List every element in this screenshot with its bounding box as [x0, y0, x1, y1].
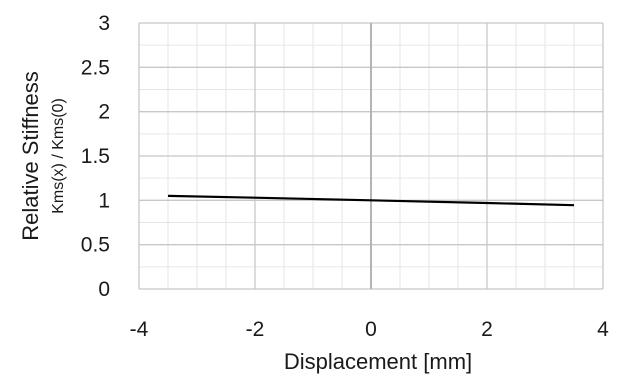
series-line-0 [167, 194, 575, 207]
y-axis-title: Relative Stiffness [18, 71, 43, 241]
x-tick-label: 0 [365, 318, 377, 341]
x-tick-label: -2 [246, 318, 265, 341]
y-tick-labels: 0 0.5 1 1.5 2 2.5 3 [81, 12, 110, 301]
series-layer [167, 194, 575, 207]
y-tick-label: 3 [98, 12, 110, 35]
y-tick-label: 0.5 [81, 234, 110, 257]
x-axis-title: Displacement [mm] [284, 349, 472, 374]
x-tick-labels: -4 -2 0 2 4 [130, 318, 610, 341]
y-tick-label: 1 [98, 189, 110, 212]
y-axis-subtitle: Kms(x) / Kms(0) [50, 98, 67, 214]
x-tick-label: 2 [481, 318, 493, 341]
y-tick-label: 2 [98, 101, 110, 124]
y-tick-label: 1.5 [81, 145, 110, 168]
y-tick-label: 2.5 [81, 56, 110, 79]
x-tick-label: 4 [597, 318, 609, 341]
y-tick-label: 0 [98, 278, 110, 301]
x-tick-label: -4 [130, 318, 149, 341]
major-gridlines [138, 22, 604, 290]
